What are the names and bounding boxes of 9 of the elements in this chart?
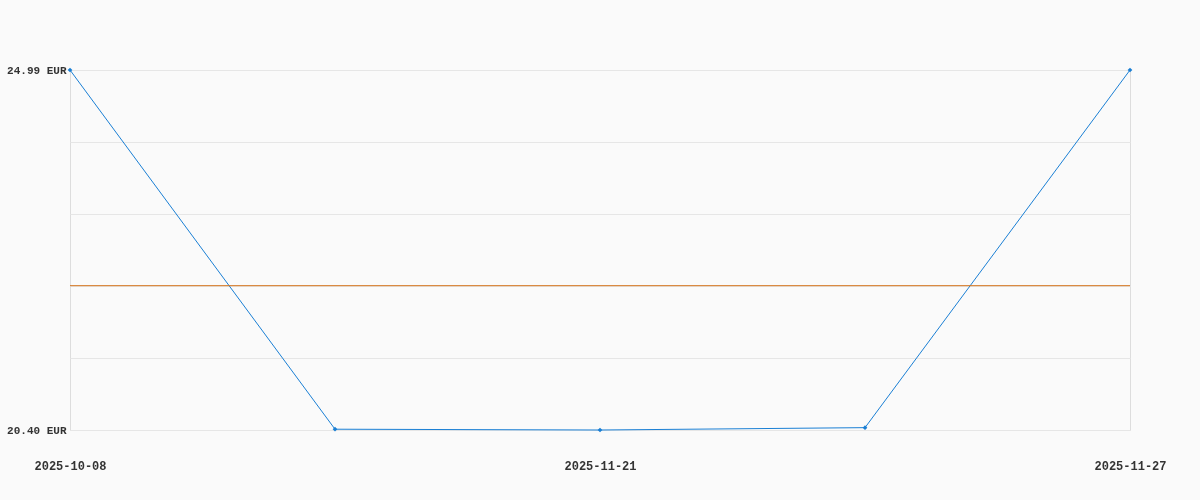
x-tick-label: 2025-11-27 [1094,459,1167,474]
point [332,426,338,432]
point [597,427,603,433]
point [1127,67,1133,73]
x-tick-label: 2025-11-21 [564,459,637,474]
point [67,67,73,73]
x-tick-label: 2025-10-08 [34,459,107,474]
y-tick-label: 20.40 EUR [7,424,67,437]
y-tick-label: 24.99 EUR [7,64,67,77]
